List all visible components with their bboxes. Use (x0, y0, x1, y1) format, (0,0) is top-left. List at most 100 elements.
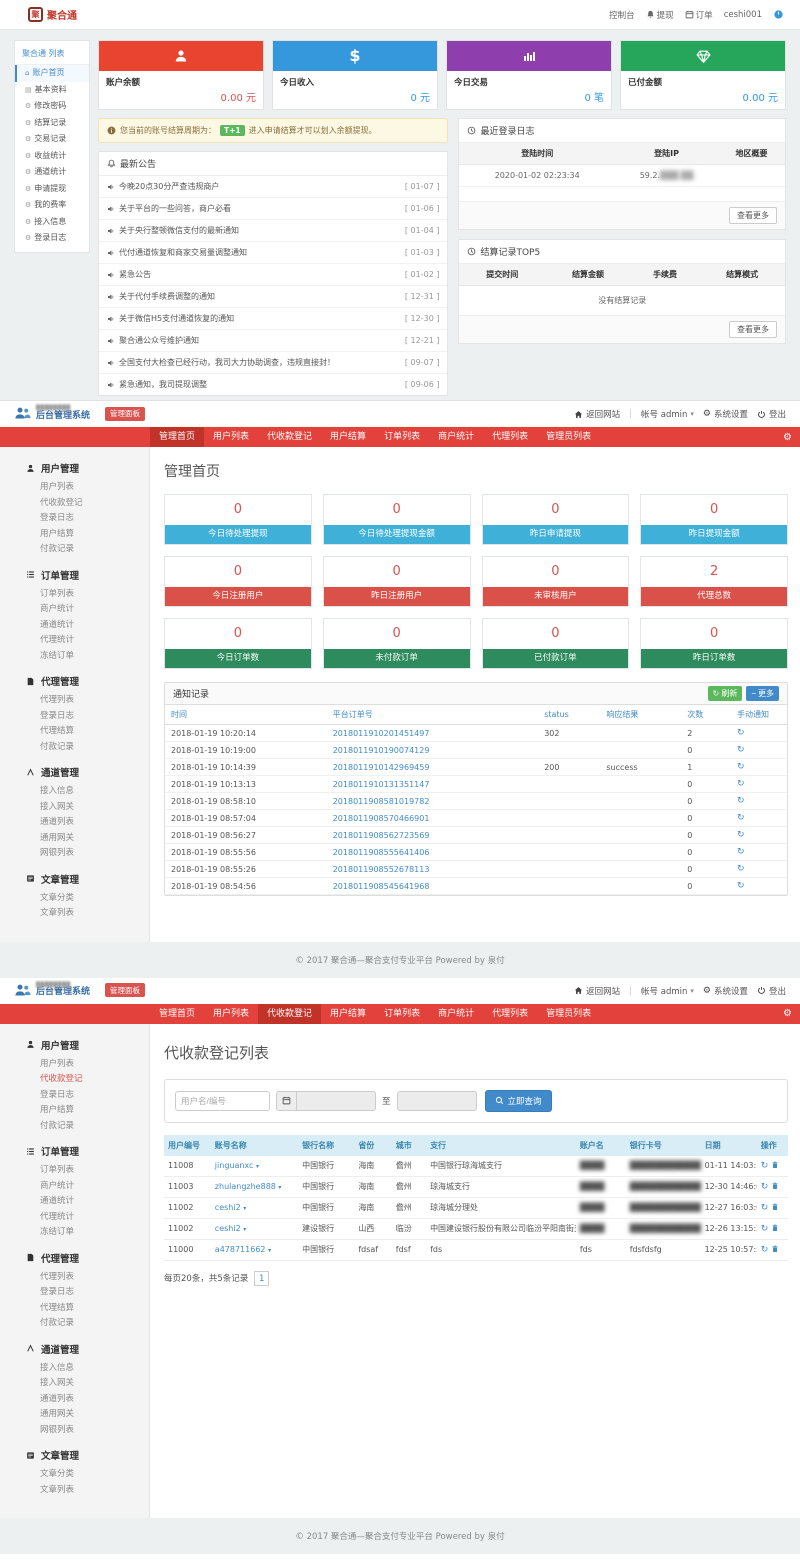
sidebar-item-agent-login-log[interactable]: 登录日志 (0, 1285, 149, 1301)
manual-notify-icon[interactable]: ↻ (737, 796, 745, 806)
account-name-link[interactable]: a478711662 ▾ (215, 1245, 271, 1254)
end-date-input[interactable] (397, 1091, 477, 1111)
order-number-link[interactable]: 2018011908570466901 (333, 814, 430, 823)
tab-admin-list[interactable]: 管理员列表 (537, 427, 600, 447)
account-name-link[interactable]: jinguanxc ▾ (215, 1161, 259, 1170)
sidebar-item-agent-stats[interactable]: 代理统计 (0, 1210, 149, 1226)
trash-icon[interactable] (771, 1203, 779, 1211)
logout-link[interactable]: 登出 (757, 408, 786, 420)
column-header[interactable]: 响应结果 (600, 705, 681, 725)
sidebar-item-agent-login-log[interactable]: 登录日志 (0, 709, 149, 725)
tab-admin-home[interactable]: 管理首页 (150, 427, 204, 447)
tab-collection-register[interactable]: 代收款登记 (258, 1004, 321, 1024)
order-number-link[interactable]: 2018011908581019782 (333, 797, 430, 806)
order-number-link[interactable]: 2018011908552678113 (333, 865, 430, 874)
view-more-button[interactable]: 查看更多 (729, 207, 777, 224)
announcement-item[interactable]: 今晚20点30分严查违规商户 [ 01-07 ] (99, 176, 447, 198)
sidebar-item-agent-payment-records[interactable]: 付款记录 (0, 1316, 149, 1332)
search-button[interactable]: 立即查询 (485, 1090, 552, 1112)
sidebar-item-agent-settlement[interactable]: 代理结算 (0, 724, 149, 740)
tab-agent-list[interactable]: 代理列表 (483, 427, 537, 447)
username-input[interactable] (175, 1091, 270, 1111)
sidebar-item-user-list[interactable]: 用户列表 (0, 1057, 149, 1073)
tab-collection-register[interactable]: 代收款登记 (258, 427, 321, 447)
sidebar-item-netbank-list[interactable]: 网银列表 (0, 1423, 149, 1439)
console-link[interactable]: 控制台 (609, 9, 635, 21)
sidebar-item-user-list[interactable]: 用户列表 (0, 480, 149, 496)
sidebar-item-apply-withdraw[interactable]: ⚙申请提现 (15, 181, 89, 198)
refresh-icon[interactable]: ↻ (761, 1161, 769, 1171)
tab-merchant-stats[interactable]: 商户统计 (429, 1004, 483, 1024)
sidebar-item-income-stats[interactable]: ⚙收益统计 (15, 148, 89, 165)
start-date-input[interactable] (296, 1091, 376, 1111)
sidebar-item-article-categories[interactable]: 文章分类 (0, 891, 149, 907)
column-header[interactable]: 次数 (681, 705, 731, 725)
portal-logo[interactable]: 聚 聚合通 (28, 7, 77, 22)
tab-user-list[interactable]: 用户列表 (204, 427, 258, 447)
announcement-item[interactable]: 代付通道恢复和商家交易量调整通知 [ 01-03 ] (99, 242, 447, 264)
admin-logo[interactable]: ████████ 后台管理系统 管理面板 (14, 406, 145, 421)
sidebar-item-merchant-stats[interactable]: 商户统计 (0, 1179, 149, 1195)
column-header[interactable]: 平台订单号 (327, 705, 538, 725)
announcement-item[interactable]: 紧急通知，我司提现调整 [ 09-06 ] (99, 374, 447, 395)
sidebar-item-channel-list[interactable]: 通道列表 (0, 1392, 149, 1408)
column-header[interactable]: 手动通知 (731, 705, 787, 725)
manual-notify-icon[interactable]: ↻ (737, 864, 745, 874)
refresh-icon[interactable]: ↻ (761, 1245, 769, 1255)
logout-link[interactable]: 登出 (757, 985, 786, 997)
order-number-link[interactable]: 2018011910190074129 (333, 746, 430, 755)
order-number-link[interactable]: 2018011908555641406 (333, 848, 430, 857)
sidebar-item-access-gateway[interactable]: 接入网关 (0, 800, 149, 816)
withdraw-link[interactable]: 提现 (646, 9, 674, 21)
refresh-icon[interactable]: ↻ (761, 1224, 769, 1234)
gear-icon[interactable]: ⚙ (783, 1008, 792, 1019)
sidebar-item-frozen-orders[interactable]: 冻结订单 (0, 649, 149, 665)
order-number-link[interactable]: 2018011910142969459 (333, 763, 430, 772)
tab-merchant-stats[interactable]: 商户统计 (429, 427, 483, 447)
manual-notify-icon[interactable]: ↻ (737, 745, 745, 755)
announcement-item[interactable]: 聚合通公众号维护通知 [ 12-21 ] (99, 330, 447, 352)
calendar-addon[interactable] (276, 1091, 296, 1111)
sidebar-item-access-info[interactable]: ⚙接入信息 (15, 214, 89, 231)
gear-icon[interactable]: ⚙ (783, 432, 792, 443)
sidebar-item-login-log[interactable]: ⚙登录日志 (15, 230, 89, 247)
refresh-button[interactable]: ↻刷新 (708, 686, 743, 701)
sidebar-item-access-info[interactable]: 接入信息 (0, 784, 149, 800)
sidebar-item-article-list[interactable]: 文章列表 (0, 1483, 149, 1499)
sidebar-item-channel-stats[interactable]: 通道统计 (0, 1194, 149, 1210)
order-number-link[interactable]: 2018011910131351147 (333, 780, 430, 789)
sidebar-item-change-password[interactable]: ⚙修改密码 (15, 98, 89, 115)
tab-user-list[interactable]: 用户列表 (204, 1004, 258, 1024)
sidebar-item-agent-list[interactable]: 代理列表 (0, 1270, 149, 1286)
orders-link[interactable]: 订单 (685, 9, 713, 21)
trash-icon[interactable] (771, 1182, 779, 1190)
sidebar-item-agent-payment-records[interactable]: 付款记录 (0, 740, 149, 756)
sidebar-item-frozen-orders[interactable]: 冻结订单 (0, 1225, 149, 1241)
account-dropdown[interactable]: 帐号 admin ▾ (641, 985, 694, 997)
sidebar-item-user-settlement[interactable]: 用户结算 (0, 1103, 149, 1119)
announcement-item[interactable]: 关于微信H5支付通道恢复的通知 [ 12-30 ] (99, 308, 447, 330)
manual-notify-icon[interactable]: ↻ (737, 847, 745, 857)
sidebar-item-login-log[interactable]: 登录日志 (0, 511, 149, 527)
sidebar-item-netbank-list[interactable]: 网银列表 (0, 846, 149, 862)
order-number-link[interactable]: 2018011908562723569 (333, 831, 430, 840)
sidebar-item-access-gateway[interactable]: 接入网关 (0, 1376, 149, 1392)
trash-icon[interactable] (771, 1245, 779, 1253)
sidebar-item-account-home[interactable]: ⌂账户首页 (15, 65, 89, 82)
sidebar-item-article-list[interactable]: 文章列表 (0, 906, 149, 922)
sidebar-item-agent-settlement[interactable]: 代理结算 (0, 1301, 149, 1317)
sidebar-item-basic-info[interactable]: ▤基本资料 (15, 82, 89, 99)
trash-icon[interactable] (771, 1224, 779, 1232)
tab-user-settlement[interactable]: 用户结算 (321, 427, 375, 447)
column-header[interactable]: 时间 (165, 705, 327, 725)
order-number-link[interactable]: 2018011908545641968 (333, 882, 430, 891)
back-to-site-link[interactable]: 返回网站 (574, 408, 620, 420)
page-number-button[interactable]: 1 (254, 1271, 269, 1286)
sidebar-item-transaction-records[interactable]: ⚙交易记录 (15, 131, 89, 148)
trash-icon[interactable] (771, 1161, 779, 1169)
sidebar-item-agent-stats[interactable]: 代理统计 (0, 633, 149, 649)
manual-notify-icon[interactable]: ↻ (737, 813, 745, 823)
sidebar-item-general-gateway[interactable]: 通用网关 (0, 831, 149, 847)
tab-order-list[interactable]: 订单列表 (375, 1004, 429, 1024)
sidebar-item-order-list[interactable]: 订单列表 (0, 1163, 149, 1179)
